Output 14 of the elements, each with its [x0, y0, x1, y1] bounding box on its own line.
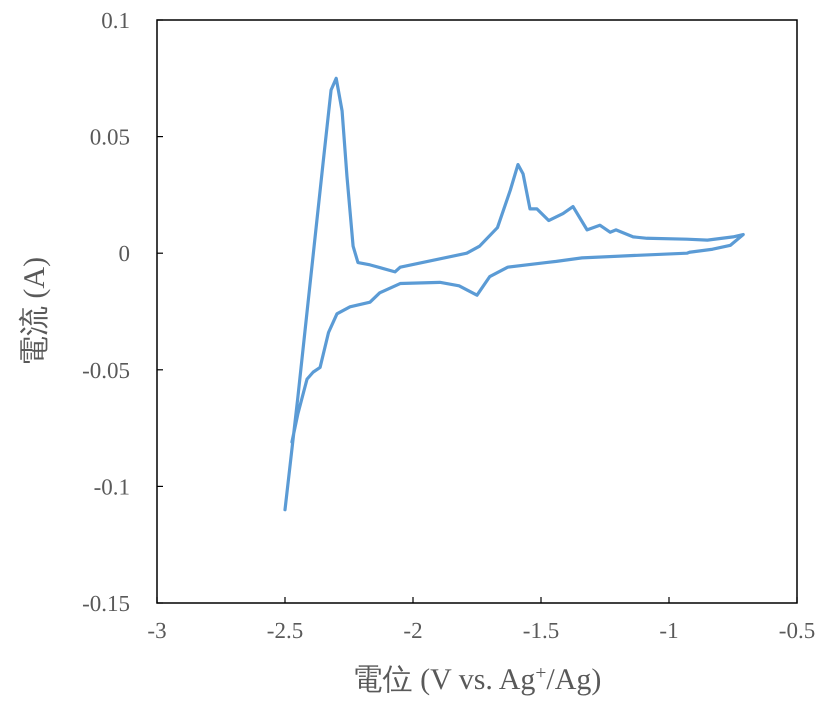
- y-tick-label: -0.1: [94, 474, 130, 500]
- x-tick-label: -1.5: [522, 618, 560, 643]
- x-tick-label: -0.5: [778, 618, 816, 643]
- x-axis-title: 電位 (V vs. Ag$^{+}$/Ag): [352, 662, 602, 696]
- x-tick-label: -2.5: [266, 618, 304, 643]
- x-tick-label: -2: [403, 618, 423, 643]
- x-tick-label: -3: [147, 618, 167, 643]
- y-axis-title: 電流 (A): [18, 256, 51, 366]
- y-tick-label: 0.05: [90, 124, 130, 150]
- y-tick-label: -0.05: [82, 358, 130, 383]
- y-tick-label: -0.15: [82, 591, 130, 616]
- x-tick-label: -1: [659, 618, 679, 643]
- y-tick-label: 0: [118, 241, 130, 266]
- y-tick-label: 0.1: [101, 8, 130, 33]
